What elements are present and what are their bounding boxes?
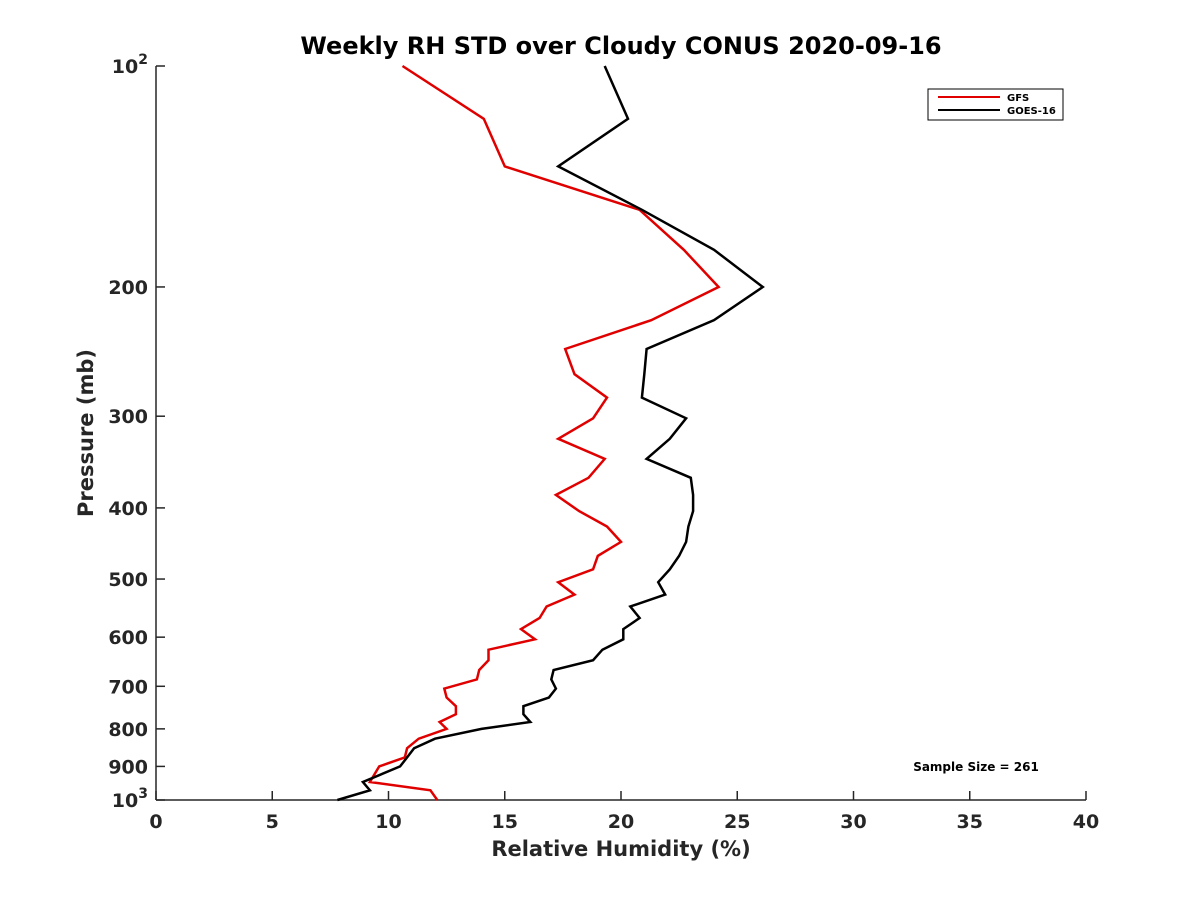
y-tick-label: 400	[108, 498, 148, 520]
y-tick-label-exponent: 2	[138, 52, 148, 68]
y-tick-label: 103	[112, 786, 148, 812]
y-tick-label: 102	[112, 52, 148, 78]
x-tick-label: 35	[957, 811, 983, 833]
y-tick-label: 600	[108, 627, 148, 649]
y-tick-label-base: 10	[112, 790, 138, 812]
legend: GFS GOES-16	[927, 88, 1064, 121]
x-tick-label: 0	[149, 811, 162, 833]
y-tick-label: 200	[108, 277, 148, 299]
chart-title: Weekly RH STD over Cloudy CONUS 2020-09-…	[300, 32, 941, 60]
y-tick-label: 500	[108, 569, 148, 591]
y-tick-label: 700	[108, 676, 148, 698]
x-tick-label: 25	[724, 811, 750, 833]
series-line-goes-16	[337, 65, 765, 802]
y-tick-label: 900	[108, 756, 148, 778]
x-axis-label: Relative Humidity (%)	[491, 837, 750, 861]
x-tick-label: 5	[266, 811, 279, 833]
legend-label-goes-16: GOES-16	[1007, 106, 1056, 117]
series-line-gfs	[367, 64, 721, 801]
x-tick-label: 20	[608, 811, 634, 833]
y-tick-label-exponent: 3	[138, 786, 148, 802]
series-layer	[337, 64, 765, 802]
x-tick-label: 10	[375, 811, 401, 833]
legend-box	[927, 88, 1064, 121]
x-tick-label: 30	[840, 811, 866, 833]
legend-label-gfs: GFS	[1007, 93, 1029, 104]
y-tick-label: 800	[108, 719, 148, 741]
axes: 0 5 10 15 20 25 30 35 40102200300400500600700800…	[108, 52, 1099, 833]
y-tick-label-base: 10	[112, 56, 138, 78]
sample-size-annotation: Sample Size = 261	[913, 760, 1039, 774]
y-tick-label: 300	[108, 406, 148, 428]
y-axis-label: Pressure (mb)	[74, 349, 98, 517]
x-tick-label: 15	[492, 811, 518, 833]
x-tick-label: 40	[1073, 811, 1099, 833]
